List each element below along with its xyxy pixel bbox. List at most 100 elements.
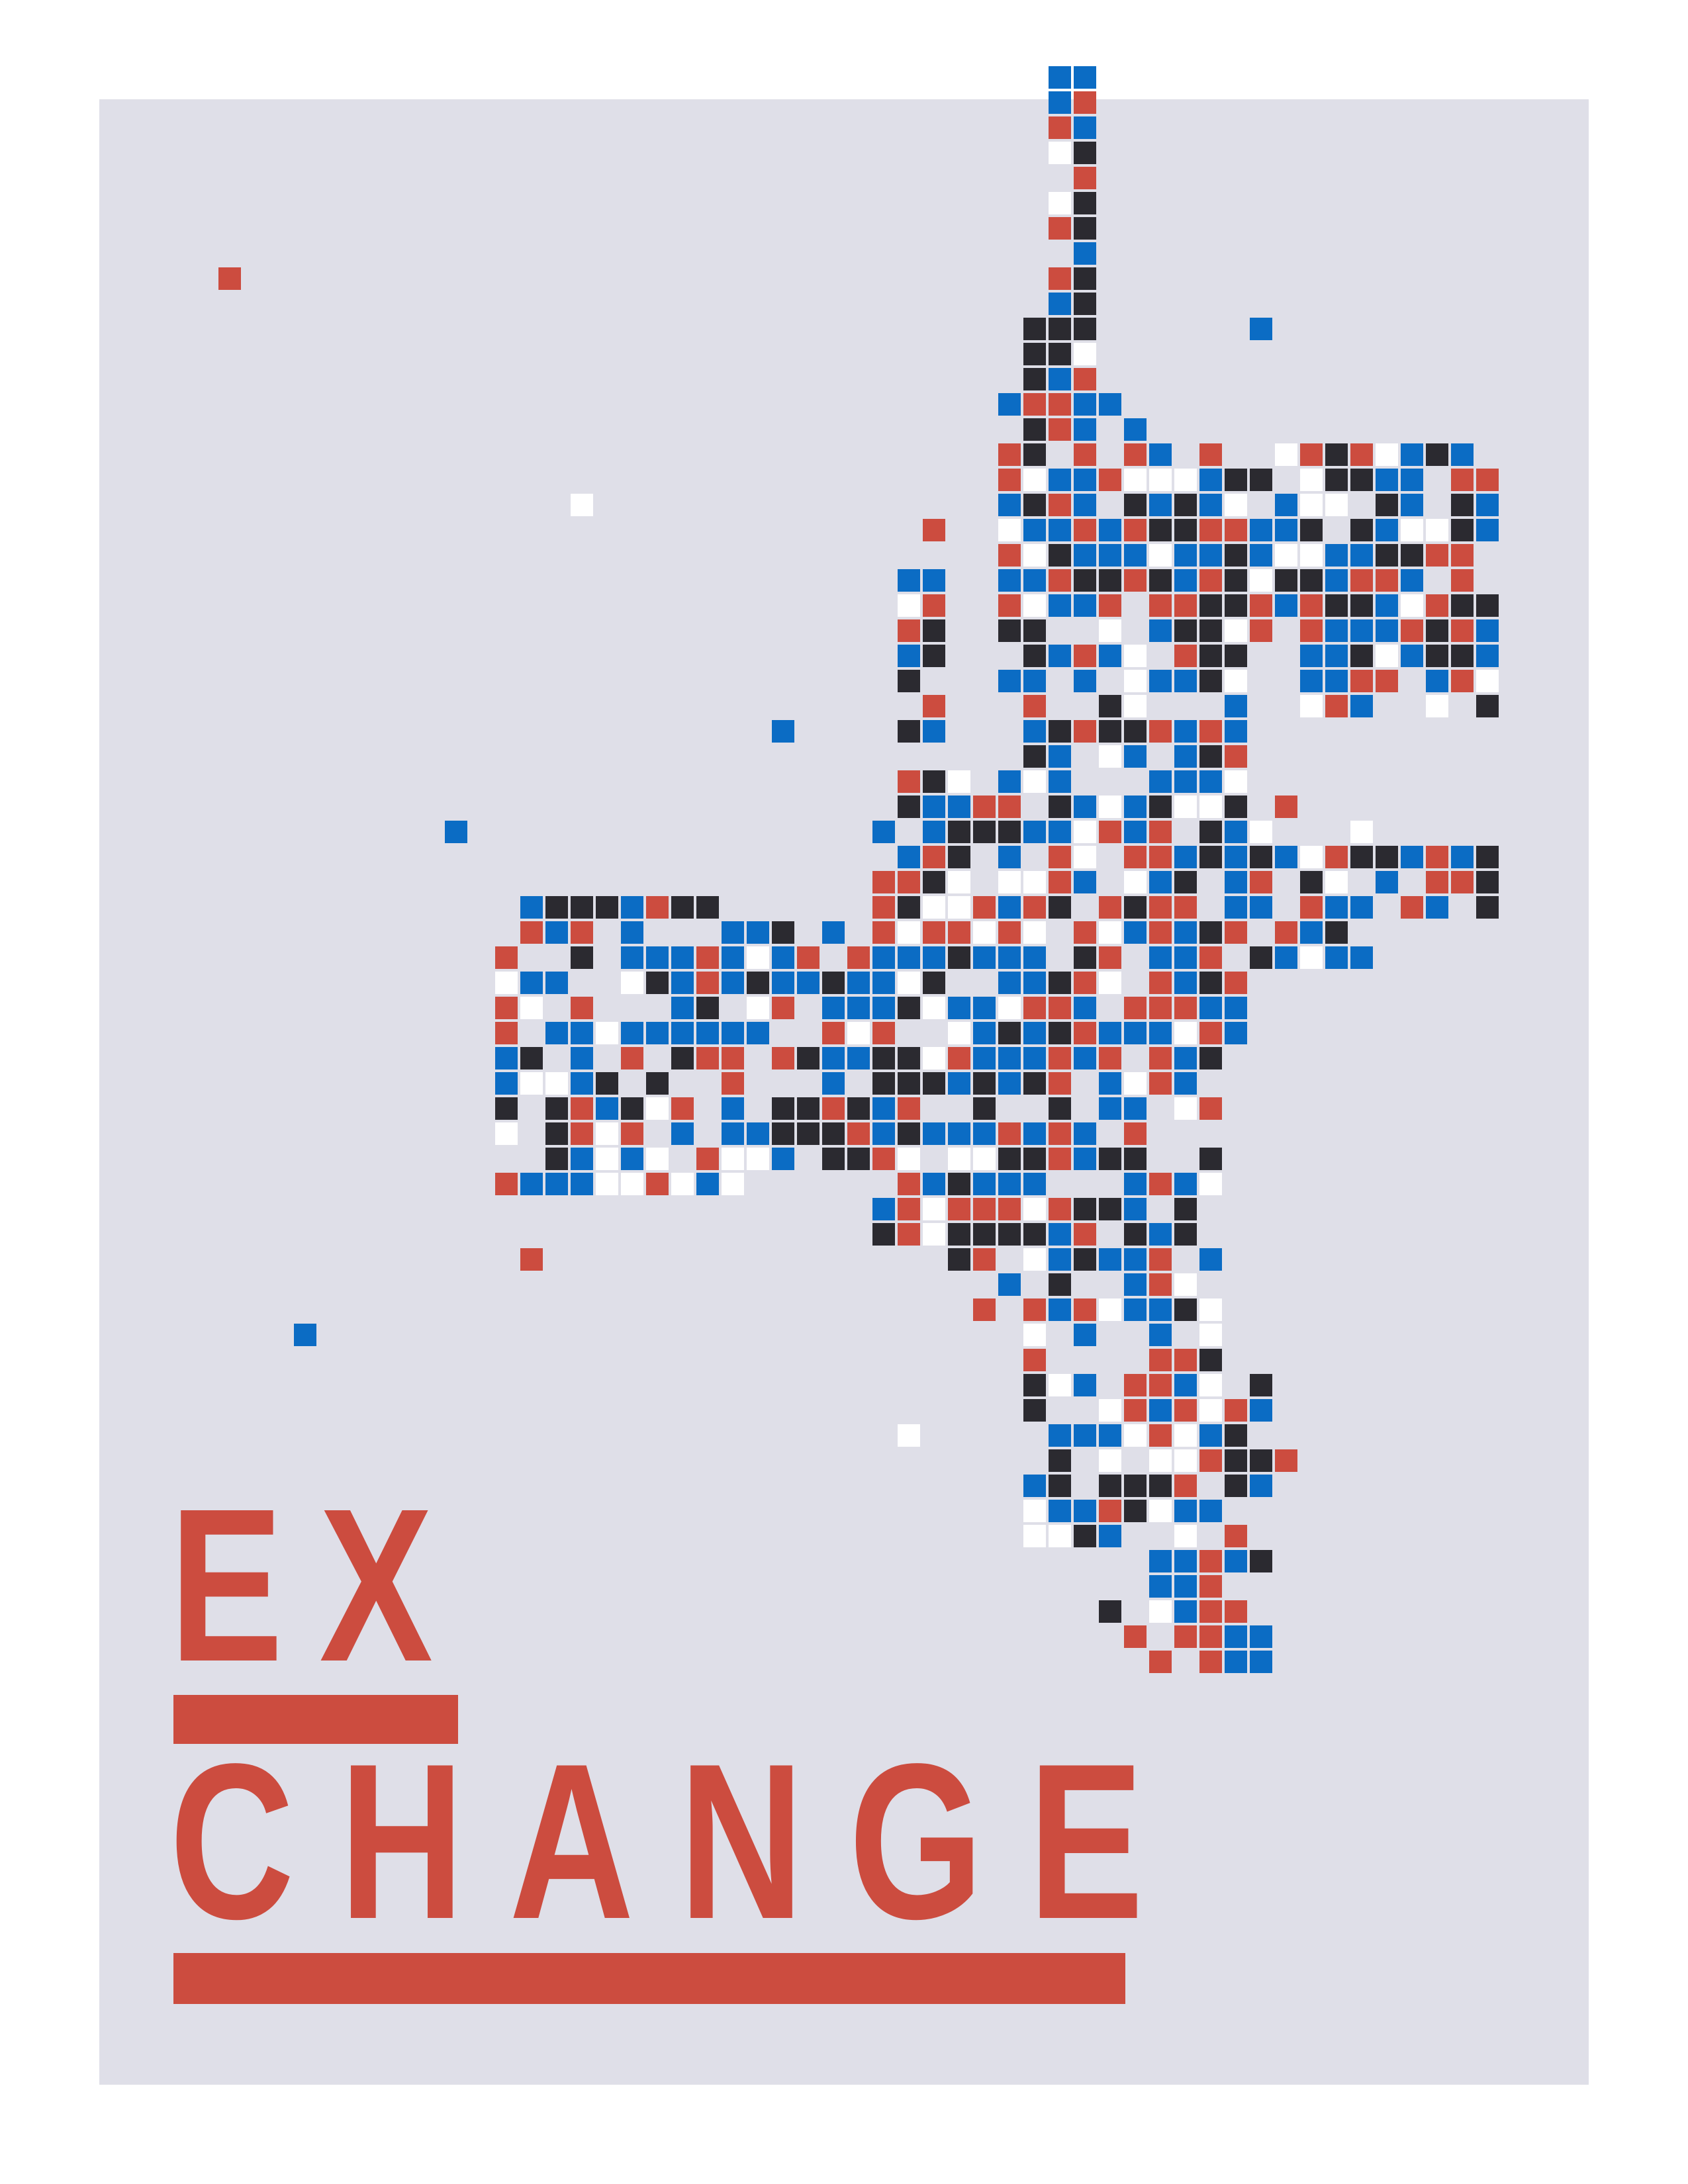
mosaic-tile bbox=[998, 494, 1021, 516]
mosaic-tile bbox=[1225, 1449, 1247, 1472]
mosaic-tile bbox=[1049, 720, 1071, 743]
mosaic-tile bbox=[898, 1223, 920, 1246]
mosaic-tile bbox=[973, 921, 996, 944]
mosaic-tile bbox=[571, 896, 593, 919]
mosaic-tile bbox=[1199, 519, 1222, 541]
mosaic-tile bbox=[1023, 1324, 1046, 1346]
mosaic-tile bbox=[973, 1173, 996, 1195]
mosaic-tile bbox=[948, 846, 970, 868]
mosaic-tile bbox=[847, 946, 870, 969]
mosaic-tile bbox=[722, 1022, 744, 1044]
mosaic-tile bbox=[1376, 469, 1398, 491]
mosaic-tile bbox=[1199, 770, 1222, 793]
mosaic-tile bbox=[998, 770, 1021, 793]
mosaic-tile bbox=[973, 1198, 996, 1220]
mosaic-tile bbox=[646, 1022, 669, 1044]
mosaic-tile bbox=[1074, 946, 1096, 969]
mosaic-tile bbox=[1049, 745, 1071, 768]
mosaic-tile bbox=[621, 972, 643, 994]
mosaic-tile bbox=[1124, 796, 1147, 818]
mosaic-tile bbox=[1049, 1449, 1071, 1472]
mosaic-tile bbox=[1250, 946, 1272, 969]
mosaic-tile bbox=[772, 1148, 794, 1170]
mosaic-tile bbox=[1124, 1198, 1147, 1220]
mosaic-tile bbox=[1174, 544, 1197, 567]
mosaic-tile bbox=[1250, 1374, 1272, 1396]
title-change: CHANGE bbox=[169, 1717, 1189, 1965]
mosaic-tile bbox=[1199, 1575, 1222, 1598]
mosaic-tile bbox=[772, 997, 794, 1019]
mosaic-tile bbox=[1300, 921, 1323, 944]
mosaic-tile bbox=[1300, 946, 1323, 969]
mosaic-tile bbox=[1300, 871, 1323, 893]
mosaic-tile bbox=[998, 946, 1021, 969]
mosaic-tile bbox=[1451, 443, 1474, 466]
mosaic-tile bbox=[1074, 142, 1096, 164]
mosaic-tile bbox=[948, 946, 970, 969]
mosaic-tile bbox=[1350, 846, 1373, 868]
mosaic-tile bbox=[495, 1097, 518, 1120]
mosaic-tile bbox=[872, 1223, 895, 1246]
mosaic-tile bbox=[898, 846, 920, 868]
mosaic-tile bbox=[1099, 1148, 1121, 1170]
mosaic-tile bbox=[1149, 1374, 1172, 1396]
mosaic-tile bbox=[1074, 116, 1096, 139]
mosaic-tile bbox=[1275, 846, 1297, 868]
mosaic-tile bbox=[1376, 544, 1398, 567]
mosaic-tile bbox=[1023, 1500, 1046, 1522]
mosaic-tile bbox=[1074, 1374, 1096, 1396]
mosaic-tile bbox=[847, 1097, 870, 1120]
mosaic-tile bbox=[1074, 494, 1096, 516]
mosaic-tile bbox=[1074, 1148, 1096, 1170]
mosaic-tile bbox=[1074, 544, 1096, 567]
mosaic-tile bbox=[1023, 494, 1046, 516]
mosaic-tile bbox=[923, 871, 945, 893]
mosaic-tile bbox=[1426, 871, 1448, 893]
mosaic-tile bbox=[973, 1047, 996, 1069]
mosaic-tile bbox=[1099, 619, 1121, 642]
mosaic-tile bbox=[1023, 594, 1046, 617]
mosaic-tile bbox=[1023, 1298, 1046, 1321]
mosaic-tile bbox=[1149, 1022, 1172, 1044]
mosaic-tile bbox=[772, 972, 794, 994]
mosaic-tile bbox=[898, 946, 920, 969]
mosaic-tile bbox=[898, 1122, 920, 1145]
mosaic-tile bbox=[1074, 670, 1096, 692]
mosaic-tile bbox=[1350, 645, 1373, 667]
mosaic-tile bbox=[671, 896, 694, 919]
mosaic-tile bbox=[1174, 1500, 1197, 1522]
mosaic-tile bbox=[495, 997, 518, 1019]
mosaic-tile bbox=[646, 896, 669, 919]
mosaic-tile bbox=[1401, 569, 1423, 592]
mosaic-tile bbox=[872, 1198, 895, 1220]
mosaic-tile bbox=[1124, 1072, 1147, 1095]
mosaic-tile bbox=[1049, 770, 1071, 793]
mosaic-tile bbox=[1275, 569, 1297, 592]
mosaic-tile bbox=[1023, 770, 1046, 793]
mosaic-tile bbox=[797, 1122, 820, 1145]
mosaic-tile bbox=[1174, 569, 1197, 592]
mosaic-tile bbox=[1225, 519, 1247, 541]
mosaic-tile bbox=[545, 1022, 568, 1044]
mosaic-tile bbox=[998, 1072, 1021, 1095]
mosaic-tile bbox=[621, 896, 643, 919]
mosaic-tile bbox=[1376, 871, 1398, 893]
mosaic-tile bbox=[1199, 1500, 1222, 1522]
mosaic-tile bbox=[1174, 1298, 1197, 1321]
mosaic-tile bbox=[1124, 1374, 1147, 1396]
mosaic-tile bbox=[1476, 594, 1499, 617]
mosaic-tile bbox=[1149, 619, 1172, 642]
mosaic-tile bbox=[1426, 594, 1448, 617]
mosaic-tile bbox=[1350, 670, 1373, 692]
mosaic-tile bbox=[1124, 443, 1147, 466]
mosaic-tile bbox=[923, 770, 945, 793]
mosaic-tile bbox=[1401, 544, 1423, 567]
mosaic-tile bbox=[1250, 1651, 1272, 1673]
mosaic-tile bbox=[973, 1122, 996, 1145]
mosaic-tile bbox=[520, 1248, 543, 1271]
mosaic-tile bbox=[1049, 469, 1071, 491]
mosaic-tile bbox=[1199, 745, 1222, 768]
mosaic-tile bbox=[1376, 443, 1398, 466]
mosaic-tile bbox=[898, 594, 920, 617]
mosaic-tile bbox=[998, 972, 1021, 994]
